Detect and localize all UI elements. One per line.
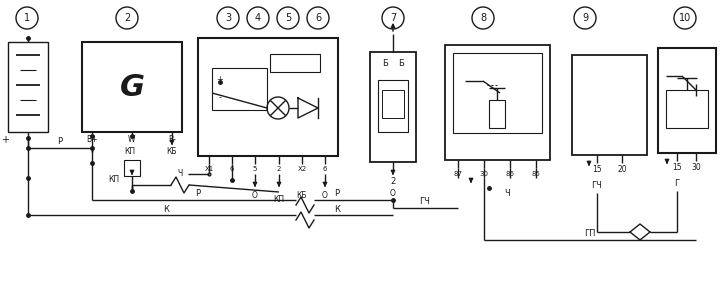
Text: 5: 5 bbox=[253, 166, 257, 172]
Text: ГП: ГП bbox=[584, 229, 596, 239]
Text: Р: Р bbox=[334, 190, 339, 198]
Text: К: К bbox=[163, 205, 169, 213]
Bar bbox=[124, 160, 140, 176]
Text: 8: 8 bbox=[480, 13, 486, 23]
Text: B+: B+ bbox=[86, 135, 98, 144]
Text: 9: 9 bbox=[582, 13, 588, 23]
Bar bbox=[82, 42, 182, 132]
Text: 15: 15 bbox=[672, 162, 682, 172]
Text: КП: КП bbox=[109, 174, 120, 184]
Text: +: + bbox=[1, 135, 9, 145]
Text: 15: 15 bbox=[592, 164, 602, 174]
Text: Ч: Ч bbox=[504, 190, 510, 198]
Text: ГЧ: ГЧ bbox=[420, 198, 431, 207]
Bar bbox=[489, 100, 505, 128]
Bar bbox=[453, 53, 542, 133]
Text: Х2: Х2 bbox=[297, 166, 307, 172]
Text: Х1: Х1 bbox=[204, 166, 214, 172]
Bar bbox=[572, 55, 647, 155]
Text: 1: 1 bbox=[24, 13, 30, 23]
Text: 6: 6 bbox=[323, 166, 327, 172]
Text: КБ: КБ bbox=[297, 192, 307, 201]
Text: К: К bbox=[334, 205, 340, 213]
Text: 30: 30 bbox=[691, 162, 701, 172]
Text: 2: 2 bbox=[277, 166, 281, 172]
Text: 20: 20 bbox=[617, 164, 627, 174]
Text: ГЧ: ГЧ bbox=[592, 180, 602, 190]
Bar bbox=[666, 90, 708, 128]
Text: 86: 86 bbox=[505, 171, 515, 177]
Text: Р: Р bbox=[57, 137, 62, 146]
Bar bbox=[382, 90, 404, 118]
Bar bbox=[370, 52, 416, 162]
Bar bbox=[212, 68, 267, 110]
Bar bbox=[270, 54, 320, 72]
Text: Г: Г bbox=[674, 178, 679, 188]
Text: КБ: КБ bbox=[167, 148, 177, 156]
Text: +: + bbox=[217, 76, 223, 84]
Text: КП: КП bbox=[125, 148, 136, 156]
Text: 6: 6 bbox=[315, 13, 321, 23]
Text: 5: 5 bbox=[285, 13, 291, 23]
Text: -: - bbox=[218, 93, 222, 103]
Text: 4: 4 bbox=[255, 13, 261, 23]
Text: 2: 2 bbox=[124, 13, 130, 23]
Text: 30: 30 bbox=[479, 171, 489, 177]
Text: О: О bbox=[322, 192, 328, 201]
Text: Б: Б bbox=[382, 60, 388, 68]
Text: G: G bbox=[120, 72, 144, 101]
Bar bbox=[658, 48, 716, 153]
Bar bbox=[8, 42, 48, 132]
Bar bbox=[378, 80, 408, 132]
Text: О: О bbox=[390, 190, 396, 198]
Text: 87: 87 bbox=[454, 171, 463, 177]
Text: 3: 3 bbox=[225, 13, 231, 23]
Text: КП: КП bbox=[273, 196, 284, 205]
Text: Р: Р bbox=[196, 190, 201, 198]
Text: B-: B- bbox=[168, 135, 176, 144]
Text: W: W bbox=[128, 135, 136, 144]
Text: Ч: Ч bbox=[178, 170, 183, 178]
Text: 10: 10 bbox=[679, 13, 691, 23]
Text: 6: 6 bbox=[230, 166, 234, 172]
Text: 85: 85 bbox=[531, 171, 540, 177]
Bar bbox=[198, 38, 338, 156]
Text: 2: 2 bbox=[390, 178, 396, 186]
Text: 7: 7 bbox=[390, 13, 396, 23]
Text: Б: Б bbox=[398, 60, 404, 68]
Bar bbox=[445, 45, 550, 160]
Text: О: О bbox=[252, 192, 258, 201]
